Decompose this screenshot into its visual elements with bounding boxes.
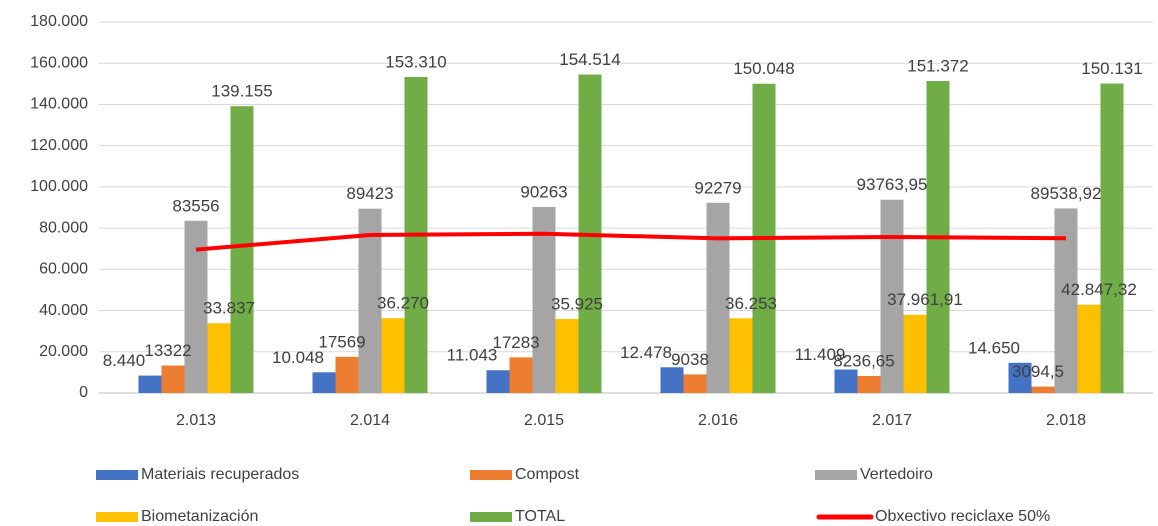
legend-label: Biometanización — [141, 508, 258, 525]
x-tick-label: 2.016 — [698, 412, 738, 429]
y-tick-label: 40.000 — [39, 302, 88, 319]
legend-swatch — [470, 470, 512, 480]
bar — [161, 365, 185, 393]
bar — [230, 106, 254, 393]
data-label: 8.440 — [103, 351, 146, 370]
data-label: 150.048 — [733, 59, 794, 78]
x-tick-label: 2.013 — [176, 412, 216, 429]
y-tick-label: 100.000 — [30, 178, 88, 195]
data-label: 92279 — [694, 178, 741, 197]
y-tick-label: 60.000 — [39, 261, 88, 278]
legend-swatch — [470, 512, 512, 522]
bar — [509, 357, 533, 393]
bar — [903, 314, 927, 393]
y-tick-label: 0 — [79, 384, 88, 401]
bar — [1100, 83, 1124, 393]
y-tick-label: 20.000 — [39, 343, 88, 360]
data-label: 93763,95 — [857, 175, 928, 194]
bar — [1054, 208, 1078, 393]
data-label: 17569 — [318, 332, 365, 351]
bar — [857, 376, 881, 393]
legend-label: Materiais recuperados — [141, 466, 299, 483]
data-label: 11.409 — [795, 345, 846, 364]
bar — [880, 199, 904, 393]
x-tick-label: 2.014 — [350, 412, 390, 429]
y-tick-label: 120.000 — [30, 137, 88, 154]
data-label: 42.847,32 — [1061, 280, 1137, 299]
data-label: 14.650 — [968, 338, 1020, 357]
bar — [660, 367, 684, 393]
bar — [312, 372, 336, 393]
bar — [335, 356, 359, 393]
bar — [706, 202, 730, 393]
data-label: 17283 — [492, 333, 539, 352]
bar — [1008, 362, 1032, 393]
data-label: 8236,65 — [833, 352, 894, 371]
data-label: 139.155 — [211, 82, 272, 101]
legend-label: Compost — [515, 466, 580, 483]
bar — [729, 318, 753, 393]
line-series — [195, 231, 1067, 252]
data-label: 10.048 — [272, 348, 324, 367]
bar — [358, 208, 382, 393]
bar — [138, 375, 162, 393]
data-label: 83556 — [172, 196, 219, 215]
y-tick-label: 180.000 — [30, 13, 88, 30]
data-label: 13322 — [144, 341, 191, 360]
y-tick-label: 160.000 — [30, 54, 88, 71]
legend-swatch — [96, 470, 138, 480]
x-tick-label: 2.018 — [1046, 412, 1086, 429]
data-label: 11.043 — [447, 346, 498, 365]
data-label: 3094,5 — [1012, 362, 1064, 381]
bar — [1031, 386, 1055, 393]
data-label: 37.961,91 — [887, 290, 963, 309]
data-label: 33.837 — [203, 299, 255, 318]
bar — [683, 374, 707, 393]
bar — [1077, 304, 1101, 393]
bar — [381, 318, 405, 393]
data-label: 89538,92 — [1031, 184, 1102, 203]
y-tick-label: 140.000 — [30, 96, 88, 113]
x-tick-label: 2.017 — [872, 412, 912, 429]
bar — [555, 318, 579, 393]
bar — [207, 323, 231, 393]
bar — [532, 206, 556, 393]
legend-label: Obxectivo reciclaxe 50% — [875, 508, 1050, 525]
data-label: 154.514 — [559, 50, 620, 69]
data-label: 150.131 — [1081, 59, 1142, 78]
bar — [184, 220, 208, 393]
data-label: 90263 — [520, 182, 567, 201]
bar — [834, 369, 858, 393]
legend-label: Vertedoiro — [860, 466, 933, 483]
data-label: 35.925 — [551, 294, 603, 313]
data-label: 36.253 — [725, 294, 777, 313]
data-label: 89423 — [346, 184, 393, 203]
legend-label: TOTAL — [515, 508, 565, 525]
data-label: 9038 — [671, 350, 709, 369]
data-label: 36.270 — [377, 294, 429, 313]
data-label: 151.372 — [907, 56, 968, 75]
y-tick-label: 80.000 — [39, 219, 88, 236]
bar — [486, 370, 510, 393]
legend-swatch — [815, 470, 857, 480]
data-label: 153.310 — [385, 52, 446, 71]
data-label: 12.478 — [620, 343, 672, 362]
legend-swatch — [96, 512, 138, 522]
x-tick-label: 2.015 — [524, 412, 564, 429]
